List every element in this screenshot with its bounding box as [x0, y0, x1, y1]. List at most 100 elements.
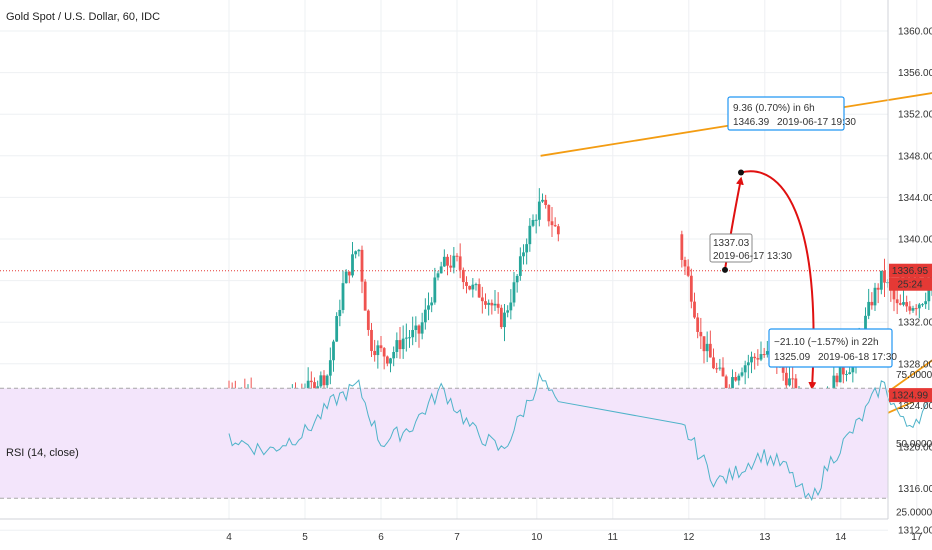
- up-move-price: 1346.39: [733, 117, 770, 128]
- trendline[interactable]: [810, 191, 932, 448]
- time-axis-tick-label: 7: [454, 532, 460, 543]
- candle-bearish: [905, 302, 909, 307]
- candle-bearish: [480, 297, 484, 302]
- candle-bullish: [395, 340, 399, 352]
- price-axis-tick-label: 1340.00: [898, 235, 932, 246]
- projection-up-point[interactable]: [738, 169, 744, 176]
- candle-bullish: [541, 199, 544, 202]
- price-axis-tick-label: 1332.00: [898, 318, 932, 329]
- candle-bearish: [908, 306, 912, 311]
- candle-bearish: [322, 375, 326, 386]
- candle-bearish: [721, 367, 725, 377]
- projection-start-point[interactable]: [722, 266, 728, 273]
- candle-bullish: [357, 249, 361, 252]
- candle-bullish: [487, 302, 491, 305]
- candle-bearish: [547, 205, 551, 222]
- candle-bearish: [724, 376, 728, 388]
- candle-bullish: [341, 283, 345, 310]
- candle-bullish: [705, 343, 709, 352]
- projection-down-arrow[interactable]: [740, 170, 817, 391]
- candle-bearish: [734, 377, 738, 381]
- candle-bullish: [335, 316, 339, 342]
- candle-bullish: [442, 256, 446, 267]
- candle-bearish: [762, 354, 766, 356]
- candle-bearish: [715, 368, 719, 370]
- candle-bullish: [404, 337, 408, 339]
- candle-bearish: [309, 380, 313, 383]
- candle-bullish: [433, 277, 437, 303]
- candle-bearish: [756, 358, 760, 360]
- candle-bullish: [325, 375, 329, 386]
- candle-bullish: [927, 289, 931, 302]
- price-axis-tick-label: 1348.00: [898, 151, 932, 162]
- candle-bullish: [351, 254, 354, 276]
- candle-bearish: [553, 225, 557, 227]
- candle-bullish: [522, 252, 525, 257]
- candle-bearish: [696, 317, 700, 332]
- candle-bearish: [360, 249, 364, 282]
- candle-bearish: [686, 266, 690, 276]
- up-move-summary: 9.36 (0.70%) in 6h: [733, 103, 815, 114]
- time-axis-tick-label: 4: [226, 532, 232, 543]
- candle-bearish: [702, 336, 706, 352]
- candle-bullish: [512, 282, 516, 303]
- candle-bullish: [354, 251, 358, 255]
- point-label-datetime: 2019-06-17 13:30: [713, 251, 792, 262]
- candle-bearish: [693, 301, 696, 318]
- candle-bearish: [683, 259, 687, 267]
- candle-bearish: [382, 348, 386, 357]
- candle-bullish: [414, 325, 418, 330]
- candle-bearish: [379, 345, 383, 349]
- candle-bullish: [344, 271, 348, 284]
- candle-bullish: [765, 351, 769, 355]
- rsi-line: [228, 372, 932, 502]
- candle-bearish: [544, 199, 548, 206]
- time-axis-tick-label: 10: [531, 532, 543, 543]
- candle-bullish: [537, 201, 541, 220]
- candle-bearish: [892, 290, 896, 300]
- candle-bearish: [708, 343, 712, 358]
- candle-bullish: [306, 380, 310, 395]
- candle-bullish: [845, 374, 848, 376]
- candle-bullish: [427, 305, 430, 310]
- candle-bullish: [328, 360, 332, 376]
- candle-bullish: [389, 358, 392, 364]
- current-price-tag: [889, 263, 932, 278]
- time-axis-tick-label: 14: [835, 532, 847, 543]
- candle-bullish: [534, 219, 538, 221]
- price-axis-tick-label: 1356.00: [898, 68, 932, 79]
- point-label-price: 1337.03: [713, 238, 750, 249]
- candle-bullish: [423, 309, 427, 323]
- candle-bearish: [363, 281, 367, 311]
- price-axis-tick-label: 1344.00: [898, 193, 932, 204]
- point-label-box: [709, 233, 753, 263]
- candle-bearish: [876, 287, 880, 290]
- candle-bearish: [699, 331, 703, 337]
- candle-bullish: [474, 284, 478, 286]
- rsi-panel: [0, 372, 932, 502]
- candle-bullish: [902, 302, 905, 305]
- candle-bullish: [376, 345, 380, 356]
- time-axis-tick-label: 12: [683, 532, 695, 543]
- candle-bullish: [452, 255, 456, 268]
- candle-bullish: [879, 270, 883, 290]
- candle-bullish: [525, 244, 529, 253]
- chart-title: Gold Spot / U.S. Dollar, 60, IDC: [6, 11, 160, 23]
- price-axis-tick-label: 1328.00: [898, 359, 932, 370]
- time-axis-tick-label: 11: [608, 532, 619, 543]
- candle-bullish: [731, 377, 734, 389]
- candle-bullish: [848, 372, 852, 375]
- price-axis-tick-label: 1316.00: [898, 484, 932, 495]
- candle-bearish: [556, 226, 560, 235]
- candle-bullish: [420, 322, 424, 334]
- countdown-tag-label: 25:24: [897, 280, 922, 291]
- candle-bearish: [347, 271, 351, 276]
- candle-bearish: [898, 303, 902, 305]
- candle-bullish: [864, 315, 867, 337]
- candle-bearish: [914, 308, 918, 310]
- candle-bullish: [392, 351, 396, 359]
- up-move-box: [727, 96, 845, 131]
- candle-bearish: [835, 375, 839, 383]
- candle-bullish: [319, 375, 323, 387]
